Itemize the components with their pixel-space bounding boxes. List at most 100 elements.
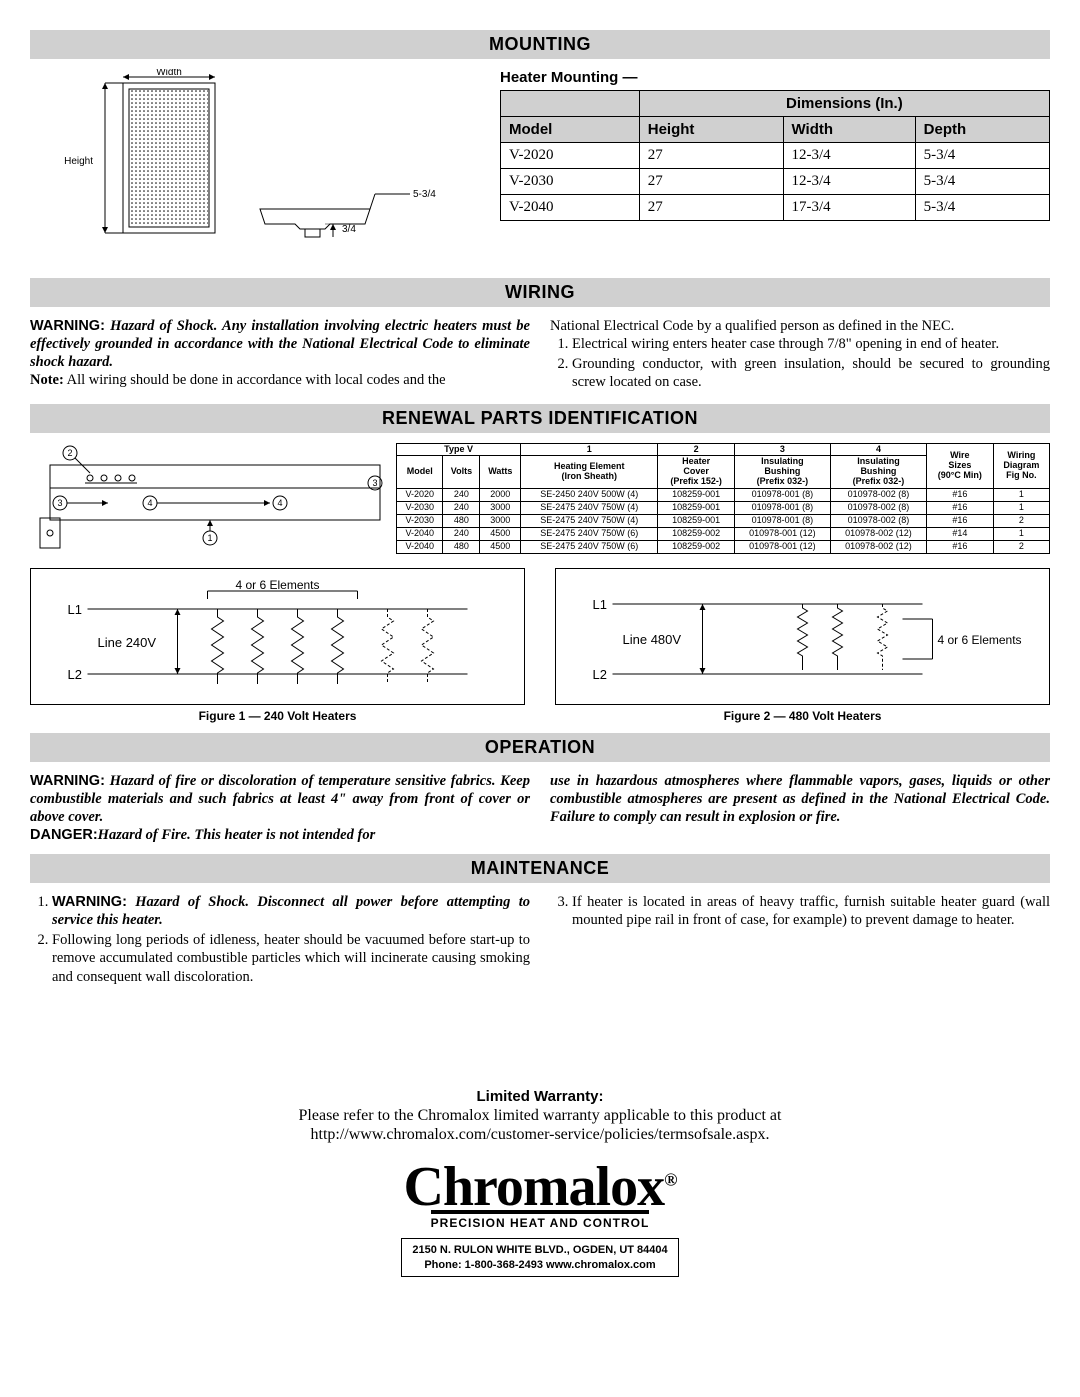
table-cell: 240 — [443, 489, 480, 502]
table-cell: 010978-002 (8) — [830, 514, 926, 527]
svg-text:3: 3 — [372, 478, 377, 488]
mounting-diagram: Width Height 5-3/4 — [30, 69, 470, 264]
svg-text:5-3/4: 5-3/4 — [413, 189, 436, 200]
svg-text:Width: Width — [156, 69, 182, 78]
table-cell: 010978-001 (12) — [734, 540, 830, 553]
table-cell: SE-2450 240V 500W (4) — [521, 489, 658, 502]
table-cell: #16 — [926, 489, 993, 502]
svg-text:1: 1 — [207, 533, 212, 543]
table-cell: 17-3/4 — [783, 195, 915, 221]
table-cell: 12-3/4 — [783, 169, 915, 195]
table-cell: 240 — [443, 527, 480, 540]
svg-text:L1: L1 — [68, 602, 82, 617]
table-cell: 108259-002 — [658, 540, 734, 553]
table-cell: 4500 — [480, 540, 521, 553]
table-cell: 2 — [993, 514, 1049, 527]
table-cell: V-2020 — [501, 143, 640, 169]
table-cell: SE-2475 240V 750W (6) — [521, 527, 658, 540]
table-cell: 010978-002 (12) — [830, 527, 926, 540]
table-cell: 3000 — [480, 514, 521, 527]
maintenance-right: If heater is located in areas of heavy t… — [550, 893, 1050, 988]
parts-diagram: 2 3 4 4 1 3 — [30, 443, 390, 558]
table-cell: 240 — [443, 501, 480, 514]
svg-text:L1: L1 — [593, 597, 607, 612]
table-cell: 1 — [993, 501, 1049, 514]
table-cell: V-2040 — [397, 540, 443, 553]
table-cell: #16 — [926, 501, 993, 514]
table-cell: 2 — [993, 540, 1049, 553]
table-cell: 1 — [993, 527, 1049, 540]
parts-table: Type V 1 2 3 4 WireSizes(90°C Min) Wirin… — [396, 443, 1050, 554]
circuit-diagram-240v: 4 or 6 Elements L1 L2 Line 240V — [30, 568, 525, 705]
table-cell: 108259-001 — [658, 501, 734, 514]
table-cell: 4500 — [480, 527, 521, 540]
section-mounting: MOUNTING — [30, 30, 1050, 59]
svg-text:3/4: 3/4 — [342, 224, 356, 235]
table-cell: 010978-001 (8) — [734, 514, 830, 527]
table-cell: 5-3/4 — [915, 143, 1049, 169]
table-cell: 480 — [443, 540, 480, 553]
table-cell: V-2030 — [501, 169, 640, 195]
table-cell: 010978-001 (8) — [734, 489, 830, 502]
table-cell: 010978-001 (8) — [734, 501, 830, 514]
table-cell: 5-3/4 — [915, 195, 1049, 221]
svg-text:3: 3 — [57, 498, 62, 508]
wiring-left: WARNING: Hazard of Shock. Any installati… — [30, 317, 530, 394]
heater-mounting-heading: Heater Mounting — — [500, 69, 1050, 86]
table-cell: 010978-002 (8) — [830, 489, 926, 502]
wiring-right: National Electrical Code by a qualified … — [550, 317, 1050, 394]
svg-text:Line 480V: Line 480V — [623, 632, 682, 647]
table-cell: 010978-002 (8) — [830, 501, 926, 514]
table-cell: SE-2475 240V 750W (4) — [521, 514, 658, 527]
section-wiring: WIRING — [30, 278, 1050, 307]
brand-logo: Chromalox® — [403, 1162, 676, 1212]
section-maintenance: MAINTENANCE — [30, 854, 1050, 883]
table-cell: 27 — [639, 143, 783, 169]
section-renewal: RENEWAL PARTS IDENTIFICATION — [30, 404, 1050, 433]
operation-right: use in hazardous atmospheres where flamm… — [550, 772, 1050, 845]
address-box: 2150 N. RULON WHITE BLVD., OGDEN, UT 844… — [401, 1238, 678, 1277]
table-cell: SE-2475 240V 750W (6) — [521, 540, 658, 553]
table-cell: 108259-002 — [658, 527, 734, 540]
figure-caption: Figure 1 — 240 Volt Heaters — [30, 709, 525, 723]
svg-text:4: 4 — [277, 498, 282, 508]
table-header: Height — [639, 117, 783, 143]
table-cell: 2000 — [480, 489, 521, 502]
svg-text:Line 240V: Line 240V — [98, 635, 157, 650]
maintenance-left: WARNING: Hazard of Shock. Disconnect all… — [30, 893, 530, 988]
table-cell: 27 — [639, 195, 783, 221]
svg-text:2: 2 — [67, 448, 72, 458]
table-cell: V-2030 — [397, 514, 443, 527]
table-cell: 12-3/4 — [783, 143, 915, 169]
table-cell: V-2040 — [397, 527, 443, 540]
svg-text:4 or 6 Elements: 4 or 6 Elements — [938, 633, 1022, 647]
section-operation: OPERATION — [30, 733, 1050, 762]
table-cell: 27 — [639, 169, 783, 195]
table-header: Model — [501, 117, 640, 143]
svg-text:4 or 6 Elements: 4 or 6 Elements — [235, 579, 319, 592]
operation-left: WARNING: Hazard of fire or discoloration… — [30, 772, 530, 845]
table-cell: 1 — [993, 489, 1049, 502]
table-cell: V-2020 — [397, 489, 443, 502]
table-cell: V-2040 — [501, 195, 640, 221]
dimensions-table: Dimensions (In.) Model Height Width Dept… — [500, 90, 1050, 221]
table-header — [501, 91, 640, 117]
svg-text:4: 4 — [147, 498, 152, 508]
table-cell: #14 — [926, 527, 993, 540]
table-cell: 010978-002 (12) — [830, 540, 926, 553]
table-cell: 108259-001 — [658, 489, 734, 502]
table-header: Depth — [915, 117, 1049, 143]
svg-text:Height: Height — [64, 156, 93, 167]
table-cell: 480 — [443, 514, 480, 527]
circuit-diagram-480v: L1 L2 Line 480V 4 or 6 Elements — [555, 568, 1050, 705]
figure-caption: Figure 2 — 480 Volt Heaters — [555, 709, 1050, 723]
table-cell: SE-2475 240V 750W (4) — [521, 501, 658, 514]
table-header: Dimensions (In.) — [639, 91, 1049, 117]
table-cell: 3000 — [480, 501, 521, 514]
svg-text:L2: L2 — [68, 667, 82, 682]
table-cell: 5-3/4 — [915, 169, 1049, 195]
table-header: Width — [783, 117, 915, 143]
svg-text:L2: L2 — [593, 667, 607, 682]
table-cell: 108259-001 — [658, 514, 734, 527]
footer: Limited Warranty: Please refer to the Ch… — [30, 1088, 1050, 1277]
